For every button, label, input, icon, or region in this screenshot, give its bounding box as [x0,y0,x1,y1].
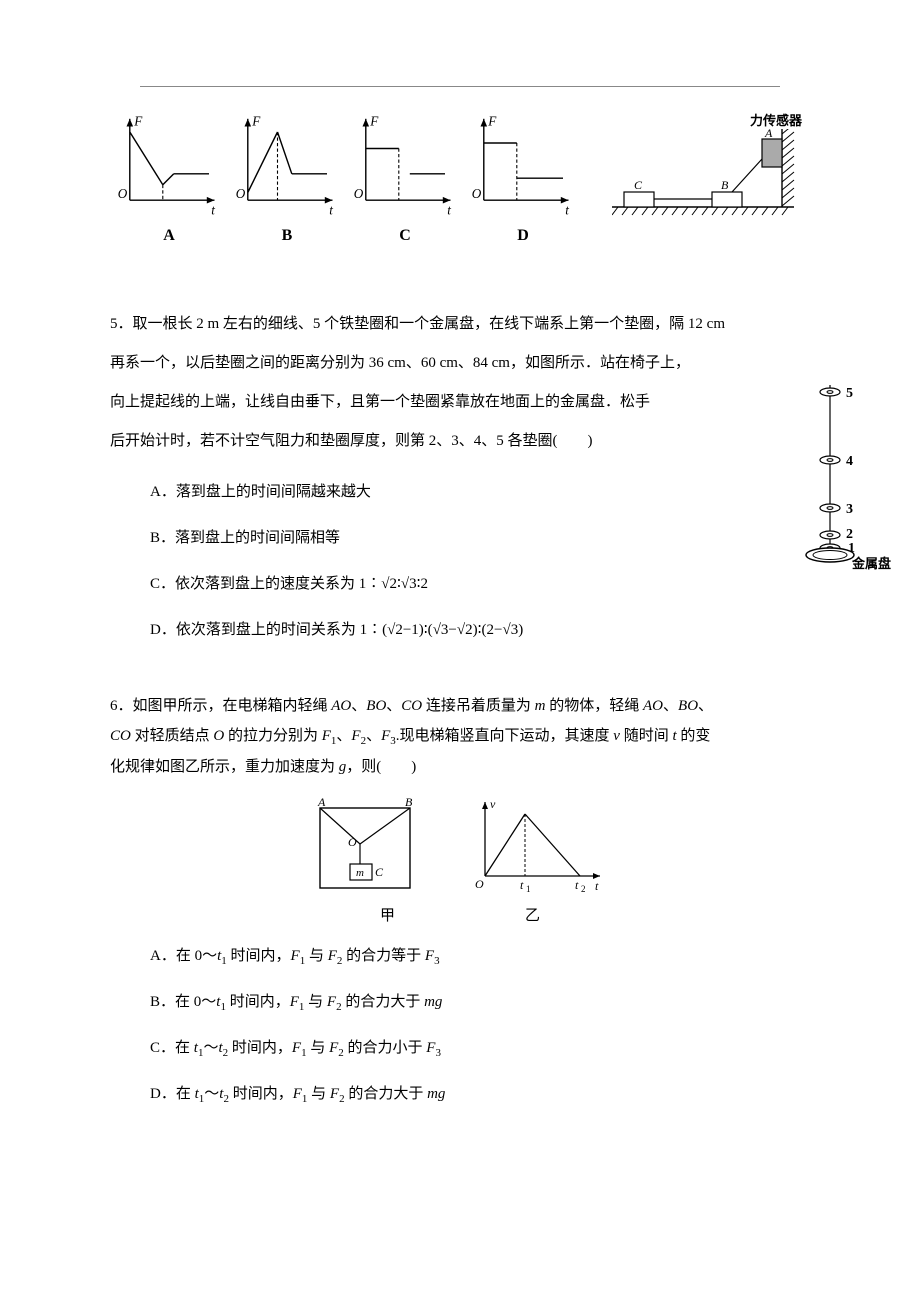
q5-option-B: B．落到盘上的时间间隔相等 [150,517,810,559]
top-rule [140,86,780,87]
svg-text:O: O [475,877,484,891]
svg-text:F: F [487,113,497,128]
ft-graph-B-svg: F O t [228,110,338,220]
q5-option-A: A．落到盘上的时间间隔越来越大 [150,471,810,513]
ft-label-D: D [464,227,582,245]
q6-captions: 甲 乙 [110,904,810,925]
svg-text:v: v [490,797,496,811]
q5-line-1: 再系一个，以后垫圈之间的距离分别为 36 cm、60 cm、84 cm，如图所示… [110,344,730,383]
svg-text:O: O [472,186,482,201]
svg-text:C: C [375,865,384,879]
ft-graph-B: F O t B [228,110,346,245]
svg-text:t: t [329,203,333,218]
page: F O t A F O t [0,0,920,1302]
q5-options: A．落到盘上的时间间隔越来越大 B．落到盘上的时间间隔相等 C．依次落到盘上的速… [110,471,810,651]
q5-stem: 5．取一根长 2 m 左右的细线、5 个铁垫圈和一个金属盘，在线下端系上第一个垫… [110,305,810,461]
svg-text:1: 1 [526,884,531,894]
svg-text:2: 2 [581,884,586,894]
q5-figure: 5 4 3 2 1 金属盘 [800,380,900,580]
svg-text:4: 4 [846,454,853,469]
q6-option-A: A．在 0～t1 时间内，F1 与 F2 的合力等于 F3 [150,935,810,977]
ft-graph-C-svg: F O t [346,110,456,220]
q4-figure-row: F O t A F O t [110,110,810,245]
q5-figure-svg: 5 4 3 2 1 金属盘 [800,380,900,580]
q6-fig-jia: m A B O C [310,794,420,894]
svg-text:F: F [133,113,143,128]
svg-text:2: 2 [846,527,853,542]
svg-text:t: t [595,879,599,893]
svg-text:F: F [369,113,379,128]
ft-graph-D: F O t D [464,110,582,245]
ft-graph-D-svg: F O t [464,110,574,220]
ft-label-C: C [346,227,464,245]
svg-text:O: O [354,186,364,201]
ft-graph-A-svg: F O t [110,110,220,220]
svg-text:B: B [721,178,729,192]
q5-line-2: 向上提起线的上端，让线自由垂下，且第一个垫圈紧靠放在地面上的金属盘．松手 [110,383,730,422]
svg-text:O: O [118,186,128,201]
q6-figures: m A B O C v O t t 1 t 2 [110,794,810,894]
q6-options: A．在 0～t1 时间内，F1 与 F2 的合力等于 F3 B．在 0～t1 时… [110,935,810,1115]
q6-fig-yi: v O t t 1 t 2 [470,794,610,894]
sensor-figure: 力传感器 [612,110,802,224]
ft-graph-A: F O t A [110,110,228,245]
q5-line-0: 5．取一根长 2 m 左右的细线、5 个铁垫圈和一个金属盘，在线下端系上第一个垫… [110,305,730,344]
svg-text:C: C [634,178,643,192]
q6-caption-yi: 乙 [525,904,540,925]
svg-text:5: 5 [846,386,853,401]
svg-text:F: F [251,113,261,128]
ft-label-B: B [228,227,346,245]
svg-text:O: O [348,835,357,849]
svg-text:t: t [447,203,451,218]
svg-text:A: A [764,129,773,140]
svg-text:O: O [236,186,246,201]
sensor-title: 力传感器 [612,110,802,129]
svg-text:t: t [211,203,215,218]
q6-stem: 6．如图甲所示，在电梯箱内轻绳 AO、BO、CO 连接吊着质量为 m 的物体，轻… [110,691,810,782]
svg-text:A: A [317,795,326,809]
sensor-svg: A B C [612,129,802,219]
q5-option-C: C．依次落到盘上的速度关系为 1∶√2∶√3∶2 [150,563,810,605]
ft-label-A: A [110,227,228,245]
svg-text:t: t [520,878,524,892]
svg-text:金属盘: 金属盘 [851,556,891,571]
q5-line-3: 后开始计时，若不计空气阻力和垫圈厚度，则第 2、3、4、5 各垫圈( ) [110,422,730,461]
ft-graph-C: F O t C [346,110,464,245]
q6-line-0: 6．如图甲所示，在电梯箱内轻绳 AO、BO、CO 连接吊着质量为 m 的物体，轻… [110,691,810,721]
svg-text:t: t [565,203,569,218]
q6-option-C: C．在 t1～t2 时间内，F1 与 F2 的合力小于 F3 [150,1027,810,1069]
q5-option-D: D．依次落到盘上的时间关系为 1∶(√2−1)∶(√3−√2)∶(2−√3) [150,609,810,651]
q6-caption-jia: 甲 [380,904,395,925]
svg-text:B: B [405,795,413,809]
svg-text:m: m [356,867,364,879]
svg-text:3: 3 [846,502,853,517]
svg-text:t: t [575,878,579,892]
q6-line-2: 化规律如图乙所示，重力加速度为 g，则( ) [110,752,810,782]
q6-option-D: D．在 t1～t2 时间内，F1 与 F2 的合力大于 mg [150,1073,810,1115]
q6-option-B: B．在 0～t1 时间内，F1 与 F2 的合力大于 mg [150,981,810,1023]
q6-line-1: CO 对轻质结点 O 的拉力分别为 F1、F2、F3.现电梯箱竖直向下运动，其速… [110,721,810,752]
